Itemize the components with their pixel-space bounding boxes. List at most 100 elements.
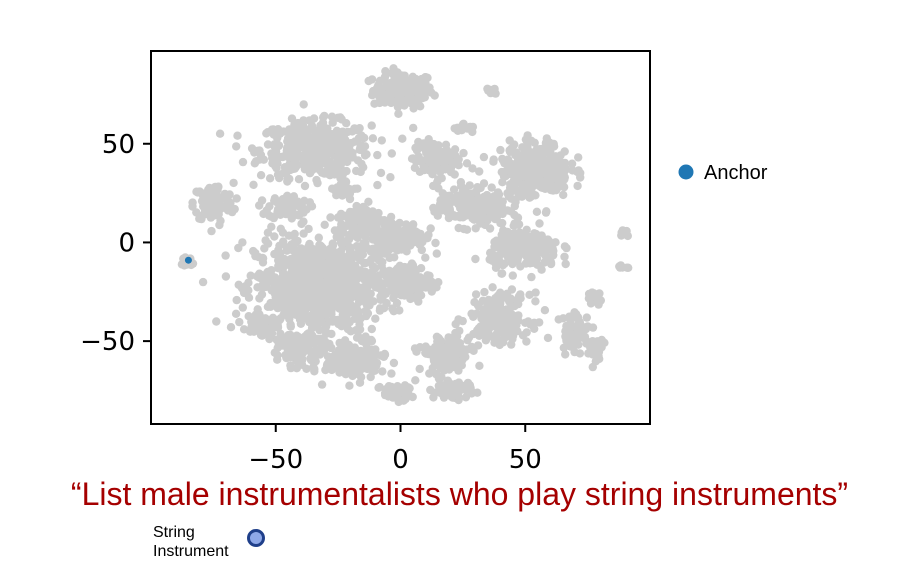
background-point	[354, 269, 363, 279]
background-point	[207, 226, 216, 236]
query-caption: “List male instrumentalists who play str…	[70, 476, 849, 512]
background-point	[488, 311, 498, 321]
background-point	[297, 219, 306, 229]
background-point	[527, 272, 536, 282]
background-point	[279, 282, 288, 291]
background-point	[418, 81, 427, 90]
background-point	[559, 314, 568, 323]
background-point	[333, 352, 343, 361]
background-point	[347, 215, 356, 225]
background-point	[375, 306, 385, 315]
background-point	[365, 298, 374, 307]
background-point	[247, 144, 257, 153]
background-point	[279, 310, 288, 320]
background-point	[199, 202, 208, 211]
background-point	[375, 76, 385, 86]
background-point	[506, 294, 515, 303]
background-point	[511, 253, 520, 262]
background-point	[345, 232, 354, 241]
background-point	[420, 144, 429, 153]
background-point	[561, 333, 570, 342]
background-point	[275, 129, 285, 138]
background-point	[367, 336, 377, 346]
background-point	[421, 348, 430, 357]
background-point	[488, 283, 497, 292]
background-point	[291, 307, 300, 317]
background-point	[287, 209, 297, 218]
background-point	[484, 295, 493, 305]
background-point	[256, 171, 266, 180]
background-point	[356, 363, 365, 372]
background-point	[432, 283, 441, 292]
background-point	[467, 389, 476, 398]
background-point	[297, 357, 306, 367]
background-point	[376, 168, 386, 178]
background-point	[261, 317, 270, 326]
background-point	[551, 238, 560, 247]
background-point	[560, 242, 570, 251]
background-point	[337, 283, 346, 292]
background-point	[448, 392, 457, 401]
background-point	[451, 328, 460, 338]
background-point	[493, 188, 503, 197]
background-point	[525, 241, 535, 251]
background-point	[306, 283, 316, 292]
background-point	[314, 140, 323, 149]
background-point	[541, 184, 550, 193]
background-point	[275, 251, 285, 260]
background-point	[543, 333, 553, 343]
background-point	[193, 188, 202, 197]
background-point	[479, 152, 489, 162]
background-point	[225, 202, 234, 211]
background-point	[381, 390, 390, 400]
background-point	[361, 267, 370, 277]
background-point	[498, 218, 507, 228]
marker-label-line1: String	[153, 524, 195, 541]
background-point	[487, 204, 496, 213]
background-point	[456, 357, 465, 366]
background-point	[292, 300, 301, 309]
background-point	[377, 136, 386, 145]
background-point	[357, 159, 366, 169]
background-point	[383, 248, 392, 258]
background-point	[258, 327, 267, 336]
background-point	[273, 207, 282, 217]
background-point	[320, 220, 329, 229]
background-point	[317, 312, 326, 321]
background-point	[505, 164, 514, 173]
background-point	[313, 178, 322, 188]
background-point	[289, 278, 298, 288]
background-point	[474, 301, 483, 311]
background-point	[508, 229, 518, 239]
background-point	[462, 159, 472, 168]
background-point	[246, 271, 255, 280]
background-point	[335, 170, 344, 180]
background-point	[505, 317, 514, 326]
background-point	[306, 332, 316, 342]
background-point	[307, 263, 316, 272]
background-point	[333, 213, 343, 222]
background-point	[258, 283, 267, 292]
background-point	[300, 181, 310, 191]
background-point	[323, 169, 332, 178]
background-point	[561, 259, 570, 269]
background-point	[475, 361, 484, 370]
background-point	[398, 134, 407, 143]
background-point	[489, 157, 498, 166]
background-point	[351, 291, 360, 300]
background-point	[232, 295, 241, 305]
background-point	[460, 383, 469, 393]
background-point	[293, 236, 302, 246]
background-point	[390, 82, 399, 92]
background-point	[496, 297, 505, 306]
background-point	[508, 271, 517, 280]
background-point	[286, 363, 296, 373]
background-point	[308, 255, 318, 264]
background-point	[485, 224, 495, 233]
background-point	[437, 381, 447, 390]
background-point	[498, 178, 507, 187]
background-point	[352, 242, 361, 251]
background-point	[353, 283, 363, 292]
background-point	[530, 318, 539, 327]
background-point	[575, 349, 585, 358]
